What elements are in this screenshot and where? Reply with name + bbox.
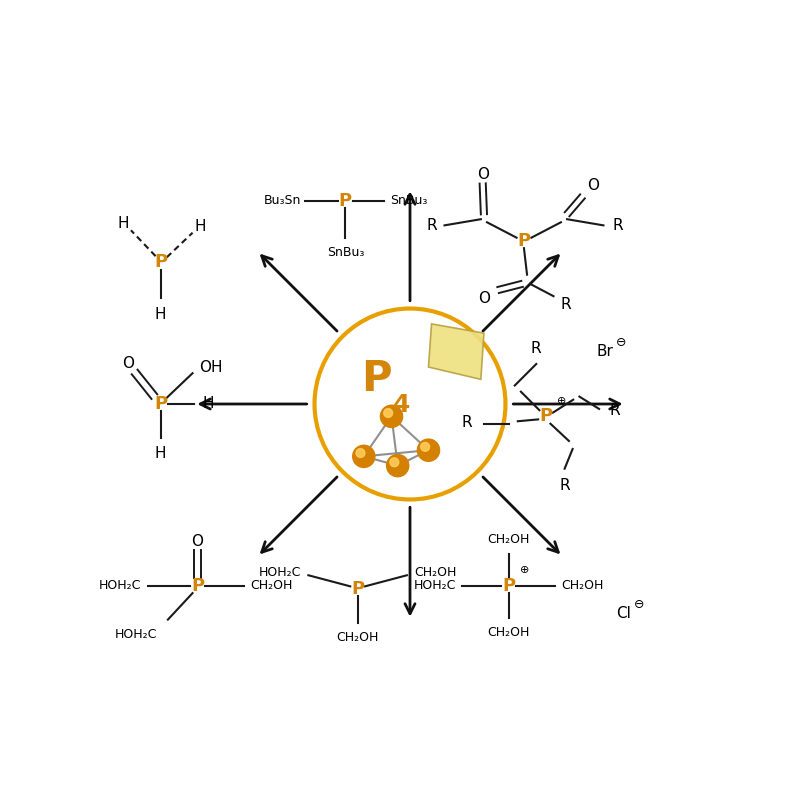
Text: R: R: [462, 415, 472, 430]
Text: HOH₂C: HOH₂C: [414, 579, 456, 592]
Text: P: P: [154, 395, 167, 413]
Text: P: P: [502, 577, 515, 594]
Text: O: O: [477, 166, 489, 182]
Text: P: P: [539, 407, 552, 426]
Circle shape: [381, 406, 402, 427]
Text: ⊕: ⊕: [520, 566, 529, 575]
Text: P: P: [361, 358, 391, 400]
Text: H: H: [118, 216, 130, 231]
Text: OH: OH: [199, 359, 223, 374]
Text: O: O: [478, 290, 490, 306]
Circle shape: [384, 409, 393, 418]
Circle shape: [386, 454, 409, 477]
Text: SnBu₃: SnBu₃: [390, 194, 427, 207]
Text: ⊖: ⊖: [616, 336, 627, 349]
Text: CH₂OH: CH₂OH: [250, 579, 292, 592]
Text: Cl: Cl: [616, 606, 631, 621]
Text: ⊕: ⊕: [557, 396, 566, 406]
Text: HOH₂C: HOH₂C: [98, 579, 141, 592]
Text: O: O: [587, 178, 599, 193]
Circle shape: [421, 442, 430, 451]
Text: ⊖: ⊖: [634, 598, 644, 610]
Text: P: P: [351, 580, 364, 598]
Text: CH₂OH: CH₂OH: [487, 533, 530, 546]
Text: R: R: [610, 402, 621, 418]
Text: CH₂OH: CH₂OH: [414, 566, 457, 579]
Polygon shape: [429, 324, 484, 379]
Text: H: H: [154, 446, 166, 461]
Text: 4: 4: [393, 393, 410, 417]
Circle shape: [418, 439, 439, 462]
Text: R: R: [427, 218, 438, 233]
Text: H: H: [194, 219, 206, 234]
Text: R: R: [612, 218, 623, 233]
Circle shape: [353, 446, 375, 467]
Text: R: R: [560, 478, 570, 494]
Text: Br: Br: [596, 344, 613, 359]
Text: SnBu₃: SnBu₃: [326, 246, 364, 258]
Circle shape: [356, 449, 365, 458]
Text: P: P: [338, 192, 352, 210]
Text: P: P: [154, 254, 167, 271]
Text: CH₂OH: CH₂OH: [561, 579, 603, 592]
Text: P: P: [191, 577, 204, 594]
Text: R: R: [561, 297, 571, 312]
Circle shape: [390, 458, 398, 466]
Text: H: H: [202, 397, 214, 411]
Circle shape: [314, 309, 506, 499]
Text: R: R: [531, 341, 542, 356]
Text: O: O: [191, 534, 203, 549]
Text: H: H: [154, 306, 166, 322]
Text: Bu₃Sn: Bu₃Sn: [263, 194, 301, 207]
Text: HOH₂C: HOH₂C: [115, 628, 158, 641]
Text: P: P: [518, 232, 530, 250]
Text: HOH₂C: HOH₂C: [258, 566, 301, 579]
Text: CH₂OH: CH₂OH: [337, 630, 379, 644]
Text: CH₂OH: CH₂OH: [487, 626, 530, 638]
Text: O: O: [122, 357, 134, 371]
